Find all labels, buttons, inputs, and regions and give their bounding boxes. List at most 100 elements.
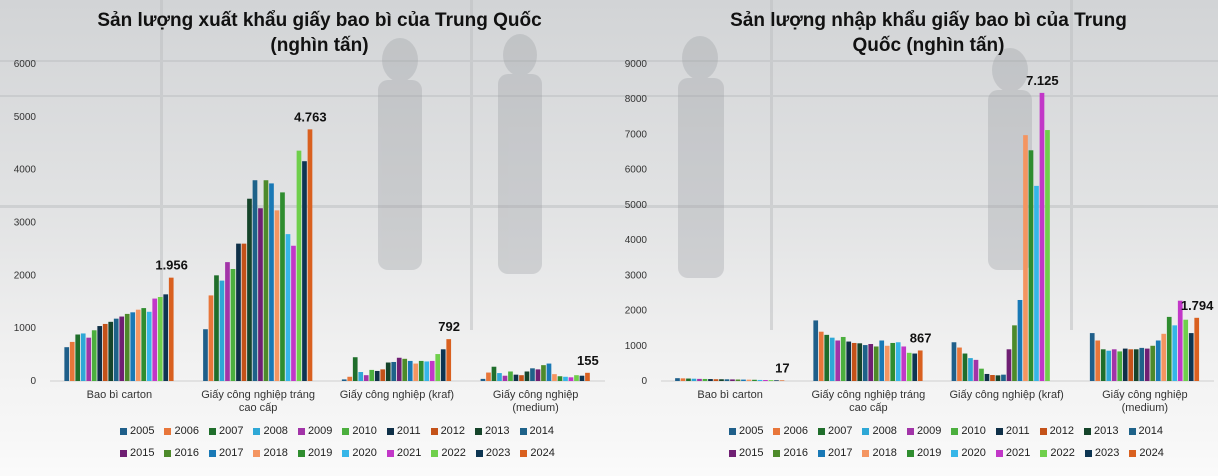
legend-item-2007[interactable]: 2007: [208, 425, 243, 437]
y-tick-label: 5000: [14, 112, 37, 123]
legend-row: 2005 2006 2007 2008 2009 2010 2011 2012 2013 2014: [120, 425, 564, 437]
legend-item-2015[interactable]: 2015: [729, 447, 763, 459]
legend-item-2021[interactable]: 2021: [386, 447, 421, 459]
bar-2020: [424, 361, 430, 381]
legend-label: 2018: [872, 447, 897, 459]
legend-label: 2023: [485, 447, 511, 459]
bar-2009: [86, 337, 92, 381]
bar-2023: [912, 353, 918, 381]
bar-2008: [1106, 350, 1112, 381]
legend-item-2020[interactable]: 2020: [951, 447, 986, 459]
bar-2013: [385, 362, 391, 381]
legend-swatch: [817, 427, 825, 435]
legend-item-2010[interactable]: 2010: [342, 425, 377, 437]
legend-label: 2020: [352, 447, 377, 459]
legend-item-2014[interactable]: 2014: [519, 425, 554, 437]
bar-2020: [1172, 325, 1178, 381]
legend-item-2024[interactable]: 2024: [1129, 447, 1164, 459]
legend-label: 2022: [441, 447, 466, 459]
legend-item-2023[interactable]: 2023: [1084, 447, 1119, 459]
legend-label: 2024: [530, 447, 555, 459]
legend-item-2011[interactable]: 2011: [386, 425, 421, 437]
bar-2011: [374, 370, 380, 381]
legend-item-2017[interactable]: 2017: [208, 447, 243, 459]
bar-2020: [1034, 185, 1039, 381]
legend-swatch: [430, 427, 438, 435]
bar-2012: [1128, 349, 1134, 381]
bar-2011: [984, 373, 990, 381]
bar-2014: [724, 379, 730, 381]
category-label: Giấy công nghiệp: [1102, 389, 1188, 401]
legend-item-2008[interactable]: 2008: [862, 425, 897, 437]
y-tick-label: 1000: [14, 323, 37, 334]
legend-item-2020[interactable]: 2020: [342, 447, 377, 459]
legend-item-2008[interactable]: 2008: [253, 425, 288, 437]
legend-item-2009[interactable]: 2009: [906, 425, 941, 437]
bar-2021: [763, 380, 768, 381]
legend-item-2023[interactable]: 2023: [475, 447, 511, 459]
bar-2007: [824, 334, 830, 381]
legend-item-2013[interactable]: 2013: [475, 425, 510, 437]
bar-2017: [1017, 299, 1023, 381]
legend-item-2014[interactable]: 2014: [1128, 425, 1163, 437]
bar-2009: [973, 359, 979, 381]
legend-item-2006[interactable]: 2006: [164, 425, 199, 437]
bar-2015: [119, 316, 125, 381]
data-label: 4.763: [294, 109, 327, 124]
y-tick-label: 3000: [625, 270, 648, 281]
legend-item-2017[interactable]: 2017: [817, 447, 853, 459]
legend-item-2016[interactable]: 2016: [164, 447, 199, 459]
legend-item-2016[interactable]: 2016: [773, 447, 808, 459]
legend-swatch: [1129, 449, 1137, 457]
bar-2008: [358, 372, 364, 381]
legend-label: 2006: [783, 425, 808, 437]
legend-item-2015[interactable]: 2015: [120, 447, 154, 459]
legend-item-2010[interactable]: 2010: [951, 425, 986, 437]
legend-item-2024[interactable]: 2024: [520, 447, 555, 459]
legend-item-2007[interactable]: 2007: [817, 425, 852, 437]
y-tick-label: 7000: [625, 129, 648, 140]
legend-item-2018[interactable]: 2018: [253, 447, 288, 459]
legend-item-2019[interactable]: 2019: [906, 447, 941, 459]
legend-item-2022[interactable]: 2022: [1040, 447, 1075, 459]
bar-2012: [380, 369, 386, 381]
bar-2022: [1183, 319, 1189, 381]
legend-item-2022[interactable]: 2022: [431, 447, 466, 459]
legend-label: 2012: [1049, 425, 1075, 437]
legend-item-2011[interactable]: 2011: [995, 425, 1030, 437]
legend-item-2021[interactable]: 2021: [995, 447, 1030, 459]
legend-swatch: [475, 427, 483, 435]
legend-item-2005[interactable]: 2005: [120, 425, 154, 437]
legend-item-2006[interactable]: 2006: [773, 425, 808, 437]
legend-item-2012[interactable]: 2012: [1039, 425, 1075, 437]
legend-label: 2013: [1094, 425, 1119, 437]
legend-item-2018[interactable]: 2018: [862, 447, 897, 459]
bar-2015: [535, 369, 541, 381]
legend-item-2013[interactable]: 2013: [1084, 425, 1119, 437]
bar-2021: [568, 377, 574, 381]
bar-2006: [486, 372, 491, 381]
bar-2014: [391, 361, 397, 381]
legend-item-2009[interactable]: 2009: [297, 425, 332, 437]
bar-2019: [1166, 316, 1172, 381]
bar-2010: [840, 336, 846, 381]
data-label: 867: [910, 330, 932, 345]
bar-2024: [917, 350, 923, 381]
legend-swatch: [773, 427, 781, 435]
bar-2020: [757, 379, 763, 381]
bar-2023: [579, 375, 585, 381]
bar-2010: [91, 330, 97, 381]
legend-label: 2017: [827, 447, 853, 459]
bar-2021: [1177, 300, 1183, 381]
bar-2011: [846, 341, 852, 381]
legend-item-2005[interactable]: 2005: [729, 425, 763, 437]
bar-2017: [879, 340, 885, 381]
legend-swatch: [1084, 449, 1092, 457]
legend-swatch: [164, 427, 172, 435]
legend-label: 2018: [263, 447, 288, 459]
legend-swatch: [520, 449, 528, 457]
legend-item-2012[interactable]: 2012: [430, 425, 465, 437]
legend-item-2019[interactable]: 2019: [297, 447, 332, 459]
data-label: 7.125: [1026, 73, 1059, 88]
bar-2021: [291, 245, 296, 381]
